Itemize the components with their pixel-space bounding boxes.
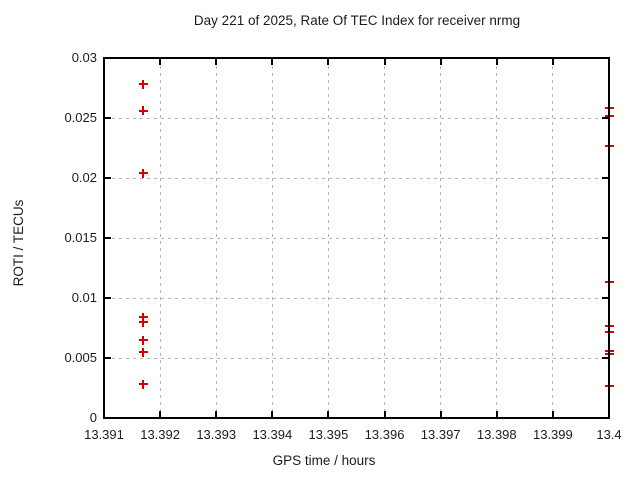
- x-tick-top: [383, 59, 386, 65]
- y-tick-label: 0.015: [64, 230, 97, 245]
- x-axis-label: GPS time / hours: [272, 453, 376, 468]
- chart-title: Day 221 of 2025, Rate Of TEC Index for r…: [193, 13, 521, 28]
- x-tick-bottom: [327, 411, 330, 417]
- data-point-marker: [604, 141, 614, 151]
- data-point-marker: [138, 379, 148, 389]
- y-gridline: [105, 117, 608, 119]
- marker-vertical-stroke: [608, 349, 610, 359]
- x-tick-label: 13.396: [364, 427, 405, 442]
- x-tick-label: 13.399: [532, 427, 573, 442]
- y-tick-label: 0.005: [64, 350, 97, 365]
- x-tick-bottom: [495, 411, 498, 417]
- y-tick-left: [105, 297, 111, 299]
- data-point-marker: [138, 106, 148, 116]
- data-point-marker: [604, 381, 614, 391]
- x-tick-bottom: [215, 411, 218, 417]
- data-point-marker: [604, 327, 614, 337]
- x-tick-label: 13.4: [596, 427, 622, 442]
- y-tick-right: [602, 117, 608, 119]
- x-tick-top: [215, 59, 218, 65]
- data-point-marker: [138, 79, 148, 89]
- x-tick-label: 13.395: [308, 427, 349, 442]
- y-tick-left: [105, 177, 111, 179]
- x-tick-label: 13.391: [84, 427, 124, 442]
- marker-vertical-stroke: [608, 327, 610, 337]
- y-tick-left: [105, 117, 111, 119]
- x-tick-top: [327, 59, 330, 65]
- data-point-marker: [604, 277, 614, 287]
- x-tick-bottom: [383, 411, 386, 417]
- y-gridline: [105, 297, 608, 299]
- y-tick-label: 0.025: [64, 110, 97, 125]
- marker-vertical-stroke: [142, 312, 145, 322]
- marker-vertical-stroke: [142, 168, 145, 178]
- x-tick-top: [495, 59, 498, 65]
- y-tick-left: [105, 237, 111, 239]
- marker-vertical-stroke: [142, 335, 145, 345]
- x-tick-top: [551, 59, 554, 65]
- x-tick-top: [439, 59, 442, 65]
- marker-vertical-stroke: [142, 106, 145, 116]
- marker-vertical-stroke: [142, 347, 145, 357]
- x-tick-label: 13.397: [420, 427, 461, 442]
- y-tick-right: [602, 417, 608, 419]
- marker-vertical-stroke: [142, 317, 145, 327]
- y-gridline: [105, 237, 608, 239]
- y-tick-left: [105, 417, 111, 419]
- marker-vertical-stroke: [142, 379, 145, 389]
- y-tick-right: [602, 237, 608, 239]
- x-tick-bottom: [608, 411, 610, 417]
- x-tick-top: [271, 59, 274, 65]
- x-tick-bottom: [551, 411, 554, 417]
- y-gridline: [105, 357, 608, 359]
- x-tick-top: [608, 59, 610, 65]
- data-point-marker: [138, 168, 148, 178]
- y-tick-right: [602, 357, 608, 359]
- x-tick-bottom: [159, 411, 162, 417]
- marker-vertical-stroke: [608, 141, 610, 151]
- marker-vertical-stroke: [608, 277, 610, 287]
- data-point-marker: [138, 317, 148, 327]
- y-tick-right: [602, 57, 608, 59]
- x-tick-bottom: [271, 411, 274, 417]
- y-tick-right: [602, 177, 608, 179]
- x-tick-label: 13.398: [476, 427, 517, 442]
- y-tick-label: 0.01: [71, 290, 97, 305]
- y-tick-label: 0.02: [71, 170, 97, 185]
- x-tick-bottom: [439, 411, 442, 417]
- marker-vertical-stroke: [142, 79, 145, 89]
- data-point-marker: [138, 335, 148, 345]
- x-tick-label: 13.392: [140, 427, 180, 442]
- y-tick-left: [105, 357, 111, 359]
- data-point-marker: [138, 347, 148, 357]
- y-tick-left: [105, 57, 111, 59]
- y-tick-label: 0: [89, 410, 97, 425]
- x-tick-label: 13.393: [196, 427, 237, 442]
- marker-vertical-stroke: [608, 111, 610, 121]
- marker-vertical-stroke: [608, 381, 610, 391]
- y-tick-label: 0.03: [71, 50, 97, 65]
- y-gridline: [105, 177, 608, 179]
- y-tick-right: [602, 297, 608, 299]
- x-tick-top: [159, 59, 162, 65]
- x-tick-label: 13.394: [252, 427, 293, 442]
- data-point-marker: [138, 312, 148, 322]
- x-tick-top: [103, 59, 105, 65]
